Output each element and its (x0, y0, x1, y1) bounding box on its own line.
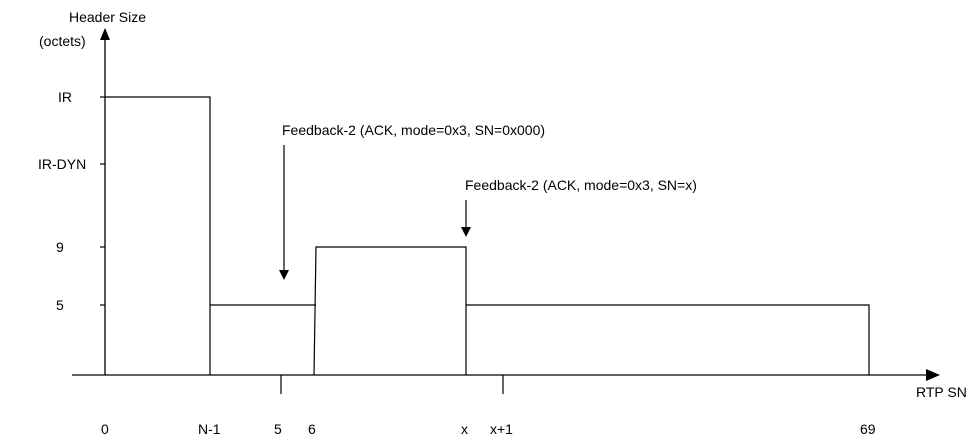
x-tick-label-6: 6 (308, 421, 316, 437)
x-tick-label-69: 69 (860, 421, 876, 437)
segment-5-second (466, 304, 870, 375)
x-tick-label-5: 5 (274, 421, 282, 437)
feedback-2-arrowhead (461, 227, 471, 237)
x-tick-label-x: x (461, 421, 468, 437)
y-tick-label-5: 5 (56, 297, 64, 313)
feedback-1-label: Feedback-2 (ACK, mode=0x3, SN=0x000) (282, 122, 545, 138)
y-tick-label-ir: IR (58, 89, 72, 105)
feedback-1-arrowhead (279, 270, 289, 280)
x-axis-arrowhead (926, 369, 940, 381)
ir-segment (105, 96, 211, 375)
x-tick-label-n-minus-1: N-1 (198, 421, 221, 437)
y-axis-title-line1: Header Size (69, 9, 146, 25)
feedback-2-label: Feedback-2 (ACK, mode=0x3, SN=x) (465, 177, 697, 193)
x-tick-label-0: 0 (101, 421, 109, 437)
y-tick-label-ir-dyn: IR-DYN (38, 156, 86, 172)
segment-9 (313, 246, 467, 376)
y-axis-title-line2: (octets) (39, 33, 86, 49)
y-axis-arrowhead (100, 28, 110, 40)
x-tick-label-x-plus-1: x+1 (490, 421, 513, 437)
x-axis-title: RTP SN (916, 384, 967, 400)
y-tick-label-9: 9 (56, 239, 64, 255)
